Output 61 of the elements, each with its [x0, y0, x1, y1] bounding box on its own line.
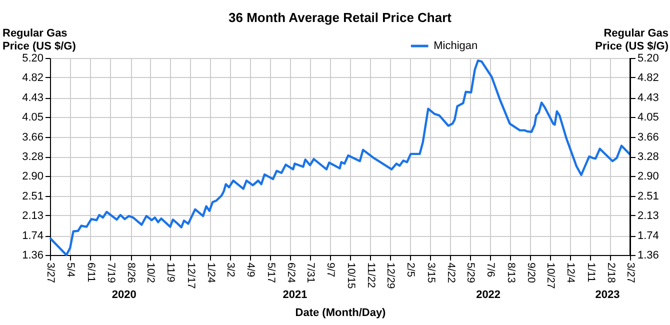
x-tick-label: 8/13 — [504, 262, 517, 284]
x-tick-label: 10/15 — [344, 262, 357, 289]
y2-tick-label: 3.28 — [638, 151, 659, 163]
x-tick-label: 5/17 — [264, 262, 277, 284]
x-tick-label: 1/11 — [584, 262, 597, 282]
x-axis-title: Date (Month/Day) — [295, 306, 386, 319]
y2-tick-label: 2.51 — [638, 190, 659, 203]
x-tick-label: 5/4 — [64, 262, 77, 278]
y2-tick-label: 3.66 — [638, 132, 659, 144]
y-tick-label: 5.20 — [22, 52, 44, 64]
x-tick-label: 12/17 — [184, 262, 197, 289]
x-tick-label: 3/27 — [624, 262, 636, 284]
y2-tick-label: 1.36 — [638, 250, 659, 262]
y-tick-label: 3.66 — [22, 132, 44, 144]
y2-tick-label: 2.90 — [638, 170, 659, 182]
y-tick-label: 4.43 — [22, 92, 44, 104]
x-tick-label: 7/6 — [484, 262, 497, 278]
y-tick-label: 3.28 — [22, 151, 44, 163]
x-tick-label: 10/27 — [544, 262, 557, 289]
x-tick-label: 9/7 — [324, 262, 337, 278]
x-tick-label: 3/27 — [44, 262, 56, 284]
chart-title: 36 Month Average Retail Price Chart — [228, 10, 452, 25]
x-tick-label: 8/26 — [125, 262, 138, 284]
x-tick-label: 7/31 — [304, 262, 317, 284]
x-tick-label: 7/19 — [104, 262, 117, 284]
y-tick-label: 4.82 — [22, 72, 44, 84]
text: 2020 — [112, 289, 136, 301]
legend-label: Michigan — [434, 40, 478, 52]
y-tick-label: 4.05 — [22, 111, 44, 124]
x-tick-label: 3/15 — [424, 262, 437, 284]
y-tick-label: 2.90 — [22, 170, 44, 182]
x-tick-label: 5/29 — [464, 262, 477, 284]
y2-tick-label: 5.20 — [638, 52, 659, 64]
x-tick-label: 4/22 — [444, 262, 457, 284]
text: 2023 — [595, 289, 620, 301]
x-tick-label: 9/20 — [524, 262, 537, 284]
y2-tick-label: 4.43 — [638, 92, 659, 104]
y2-tick-label: 2.13 — [638, 210, 659, 222]
y2-axis-title: Regular Gas Price (US $/G) — [595, 28, 669, 52]
x-tick-label: 3/2 — [224, 262, 237, 278]
y2-tick-label: 4.82 — [638, 72, 659, 84]
x-tick-label: 6/24 — [284, 262, 297, 284]
text: 2021 — [282, 289, 308, 301]
x-tick-label: 2/18 — [604, 262, 617, 284]
y-axis-title: Regular Gas Price (US $/G) — [2, 28, 76, 52]
y2-tick-label: 1.74 — [638, 230, 659, 242]
x-tick-label: 11/9 — [164, 262, 177, 282]
x-tick-label: 6/11 — [84, 262, 97, 282]
x-tick-label: 12/29 — [384, 262, 397, 289]
y-tick-label: 2.51 — [22, 190, 44, 203]
x-tick-label: 12/4 — [564, 262, 577, 284]
y-tick-label: 2.13 — [22, 210, 44, 222]
x-tick-label: 11/22 — [364, 262, 377, 288]
text: 2022 — [476, 289, 501, 301]
x-tick-label: 2/5 — [404, 262, 417, 278]
y-tick-label: 1.74 — [22, 230, 44, 242]
x-tick-label: 1/24 — [204, 262, 217, 284]
y2-tick-label: 4.05 — [638, 111, 659, 124]
y-tick-label: 1.36 — [22, 250, 44, 262]
x-tick-label: 4/9 — [244, 262, 257, 278]
x-tick-label: 10/2 — [144, 262, 157, 284]
